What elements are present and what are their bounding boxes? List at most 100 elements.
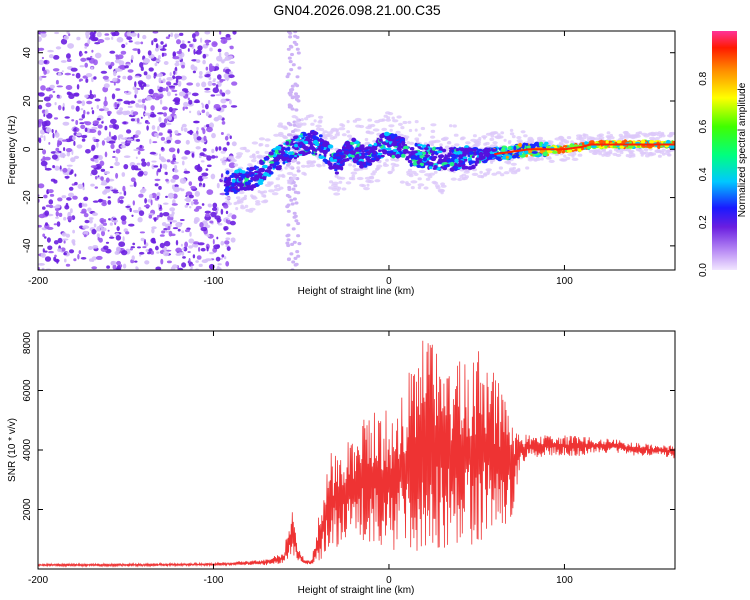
spectral-noise-mark [118, 241, 126, 247]
spectral-halo-mark [635, 134, 641, 138]
spectral-ridge-mark [453, 166, 459, 170]
spectral-halo-mark [433, 139, 441, 143]
spectral-noise-mark [157, 203, 160, 208]
spectral-noise-mark [192, 199, 198, 202]
spectral-noise-mark [193, 201, 199, 205]
spectral-noise-mark [111, 36, 114, 40]
spectral-noise-mark [94, 98, 101, 102]
spectral-ridge-mark [456, 150, 463, 156]
spectral-noise-mark [38, 92, 45, 97]
spectral-noise-mark [227, 55, 233, 59]
spectral-noise-mark [73, 92, 80, 97]
spectral-noise-mark [70, 208, 73, 214]
spectral-noise-mark [155, 59, 161, 63]
spectral-noise-mark [87, 246, 93, 250]
spectral-noise-mark [123, 164, 129, 170]
spectral-noise-mark [198, 247, 201, 252]
spectral-halo-mark [647, 151, 654, 156]
spectral-ridge-mark [511, 155, 516, 159]
spectral-noise-mark [116, 260, 121, 266]
spectral-halo-mark [244, 194, 247, 198]
spectral-halo-mark [353, 168, 359, 172]
spectral-noise-mark [46, 237, 51, 243]
spectral-halo-mark [292, 159, 297, 163]
spectral-noise-mark [156, 214, 161, 218]
spectral-ridge-mark [273, 158, 280, 162]
spectral-ridge-mark [538, 153, 542, 157]
spectral-halo-mark [352, 119, 358, 123]
spectral-noise-mark [56, 221, 61, 227]
spectral-noise-mark [109, 124, 113, 129]
y-tick-label: 2000 [22, 498, 33, 521]
spectral-ridge-mark [345, 142, 350, 147]
spectral-noise-mark [155, 43, 159, 49]
spectral-noise-mark [91, 169, 98, 176]
spectral-noise-mark [104, 37, 111, 41]
spectral-ridge-mark [471, 155, 475, 159]
spectral-ridge-mark [416, 164, 422, 168]
spectral-noise-mark [91, 228, 97, 235]
spectral-noise-mark [89, 129, 97, 133]
spectral-noise-mark [285, 234, 290, 238]
colorbar: 0.0 0.2 0.4 0.6 0.8 Normalized spectral ampl… [698, 31, 748, 277]
spectral-halo-mark [286, 171, 294, 176]
spectral-noise-mark [191, 59, 198, 62]
spectral-noise-mark [157, 125, 160, 132]
snr-series-line [38, 340, 675, 568]
spectral-noise-mark [44, 256, 52, 262]
spectral-ridge-mark [283, 153, 289, 157]
spectral-noise-mark [226, 246, 231, 252]
spectral-noise-mark [88, 217, 94, 220]
spectral-halo-mark [548, 159, 555, 163]
spectral-halo-mark [545, 156, 552, 160]
spectral-noise-mark [180, 126, 184, 132]
spectral-halo-mark [393, 163, 400, 167]
spectral-noise-mark [96, 31, 102, 38]
spectral-ridge-mark [542, 151, 548, 157]
spectral-noise-mark [126, 141, 132, 144]
spectral-halo-mark [228, 155, 235, 159]
spectral-noise-mark [209, 65, 215, 72]
spectral-noise-mark [38, 31, 41, 34]
spectral-halo-mark [561, 138, 565, 142]
spectral-noise-mark [134, 94, 137, 99]
spectral-noise-mark [215, 256, 221, 262]
spectral-noise-mark [297, 242, 302, 246]
spectral-halo-mark [417, 177, 422, 181]
spectral-ridge-mark [247, 179, 253, 183]
snr-y-label: SNR (10 * v/v) [7, 418, 18, 482]
spectral-noise-mark [182, 88, 188, 92]
spectral-noise-mark [75, 120, 79, 125]
spectral-noise-mark [102, 222, 108, 226]
spectral-noise-mark [84, 46, 88, 49]
spectral-ridge-mark [413, 150, 418, 154]
spectral-noise-mark [231, 81, 238, 86]
spectral-ridge-mark [246, 167, 250, 171]
spectral-ridge-mark [386, 150, 392, 154]
spectral-ridge-mark [329, 157, 334, 162]
spectral-noise-mark [65, 148, 73, 153]
spectral-ridge-mark [468, 151, 474, 155]
spectral-noise-mark [64, 258, 67, 263]
spectral-noise-mark [118, 196, 125, 200]
spectral-ridge-mark [385, 147, 392, 151]
spectral-noise-mark [154, 97, 160, 101]
spectral-noise-mark [296, 169, 301, 173]
spectral-ridge-mark [371, 157, 377, 161]
spectral-noise-mark [108, 131, 111, 137]
spectral-noise-mark [79, 122, 85, 125]
spectral-ridge-mark [612, 145, 617, 149]
spectral-halo-mark [625, 154, 630, 158]
spectral-halo-mark [558, 141, 564, 145]
spectral-noise-mark [83, 213, 89, 218]
spectral-noise-mark [80, 211, 87, 214]
spectral-noise-mark [43, 69, 47, 75]
spectral-noise-mark [229, 135, 232, 139]
spectral-noise-mark [93, 155, 99, 159]
spectral-halo-mark [288, 165, 294, 169]
spectral-noise-mark [229, 220, 236, 226]
spectral-noise-mark [129, 207, 132, 213]
spectral-noise-mark [131, 214, 134, 217]
spectral-noise-mark [192, 70, 196, 74]
spectral-noise-mark [100, 70, 108, 74]
